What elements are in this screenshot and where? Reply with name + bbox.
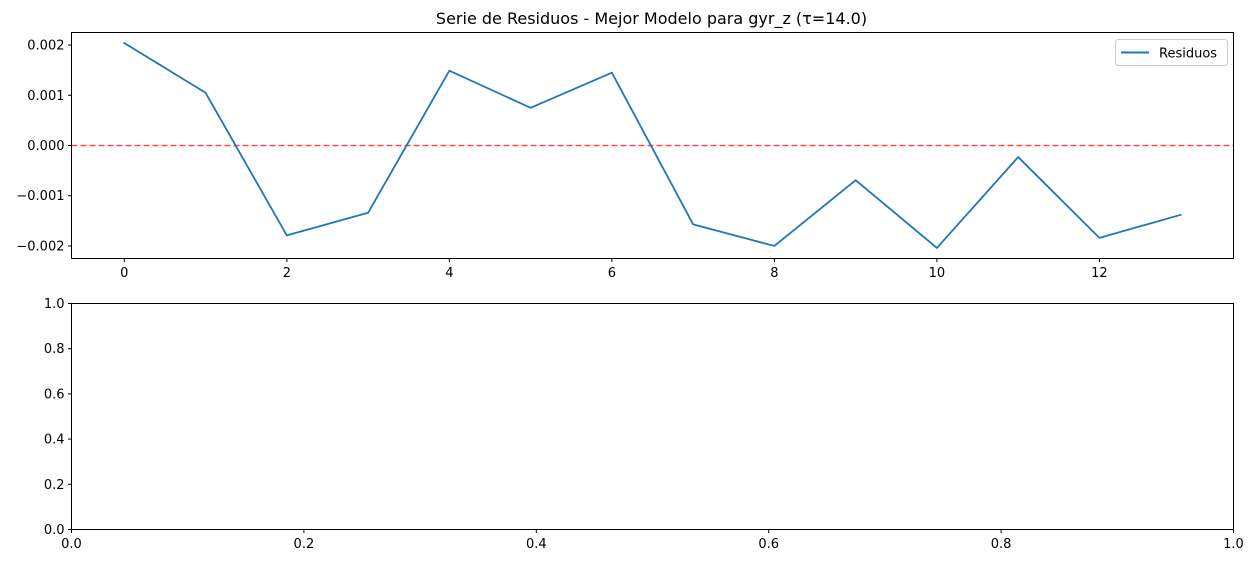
residuals-axes: Serie de Residuos - Mejor Modelo para gy… bbox=[16, 9, 1234, 281]
y-tick-label: 0.002 bbox=[27, 39, 64, 54]
x-tick-label: 0.2 bbox=[294, 537, 315, 552]
axes-frame bbox=[71, 32, 1234, 259]
data-point bbox=[366, 211, 369, 214]
x-tick-label: 12 bbox=[1091, 266, 1108, 281]
legend: Residuos bbox=[1115, 39, 1228, 66]
data-point bbox=[285, 234, 288, 237]
x-tick-label: 10 bbox=[929, 266, 946, 281]
data-point bbox=[204, 91, 207, 94]
x-tick-label: 2 bbox=[283, 266, 291, 281]
chart-title: Serie de Residuos - Mejor Modelo para gy… bbox=[436, 9, 867, 29]
y-tick-label: 0.001 bbox=[27, 89, 64, 104]
y-tick-label: −0.002 bbox=[16, 239, 64, 254]
x-ticks: 0.0 0.2 0.4 0.6 0.8 1.0 bbox=[61, 529, 1244, 552]
data-point bbox=[123, 41, 126, 44]
y-tick-label: 1.0 bbox=[44, 297, 65, 312]
y-tick-label: 0.000 bbox=[27, 139, 64, 154]
y-tick-label: 0.4 bbox=[44, 433, 65, 448]
y-tick-label: 0.6 bbox=[44, 387, 65, 402]
x-ticks: 0 2 4 6 8 10 12 bbox=[120, 258, 1108, 281]
y-ticks: 0.0 0.2 0.4 0.6 0.8 1.0 bbox=[44, 297, 72, 538]
y-tick-label: 0.0 bbox=[44, 523, 65, 538]
axes-frame bbox=[71, 303, 1234, 530]
x-tick-label: 0.6 bbox=[758, 537, 779, 552]
x-tick-label: 0.0 bbox=[61, 537, 82, 552]
series-line-residuos bbox=[123, 41, 1182, 249]
data-point bbox=[854, 179, 857, 182]
x-tick-label: 0.4 bbox=[526, 537, 547, 552]
y-tick-label: 0.2 bbox=[44, 478, 65, 493]
x-tick-label: 4 bbox=[445, 266, 453, 281]
data-point bbox=[529, 106, 532, 109]
data-point bbox=[773, 244, 776, 247]
x-tick-label: 0.8 bbox=[991, 537, 1012, 552]
empty-axes: 0.0 0.2 0.4 0.6 0.8 1.0 0.0 0.2 0.4 0.6 0.8 1.0 bbox=[44, 297, 1244, 552]
data-point bbox=[935, 246, 938, 249]
x-tick-label: 8 bbox=[770, 266, 778, 281]
y-tick-label: −0.001 bbox=[16, 189, 64, 204]
x-tick-label: 0 bbox=[120, 266, 128, 281]
data-point bbox=[1179, 213, 1182, 216]
y-tick-label: 0.8 bbox=[44, 342, 65, 357]
data-point bbox=[1098, 236, 1101, 239]
data-point bbox=[448, 69, 451, 72]
series-group bbox=[123, 41, 1182, 249]
data-point bbox=[1017, 155, 1020, 158]
legend-label-residuos: Residuos bbox=[1159, 47, 1217, 62]
y-ticks: 0.002 0.001 0.000 −0.001 −0.002 bbox=[16, 39, 72, 254]
data-point bbox=[610, 71, 613, 74]
legend-box bbox=[1115, 39, 1228, 66]
x-tick-label: 6 bbox=[608, 266, 616, 281]
data-point bbox=[692, 223, 695, 226]
x-tick-label: 1.0 bbox=[1223, 537, 1244, 552]
